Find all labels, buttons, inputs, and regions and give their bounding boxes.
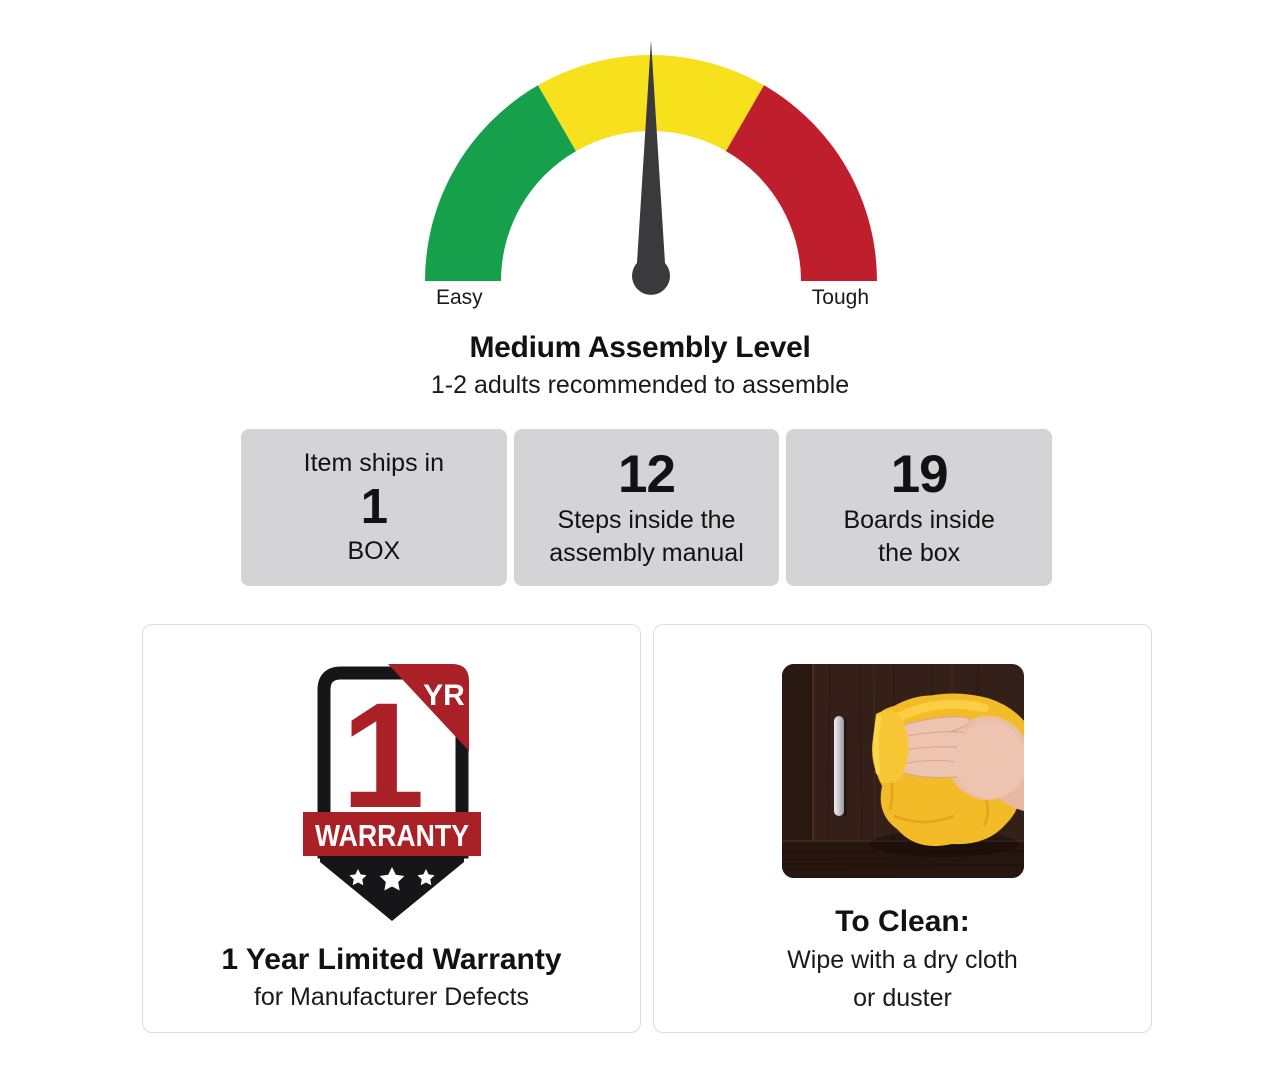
clean-line1: Wipe with a dry cloth [787, 946, 1018, 974]
cleaning-card: To Clean: Wipe with a dry cloth or duste… [653, 624, 1152, 1033]
badge-stars [348, 867, 435, 891]
warranty-badge-icon: YR 1 WARRANTY [302, 664, 481, 921]
steps-label-line1: Steps inside the [557, 505, 736, 534]
clean-title: To Clean: [835, 905, 970, 938]
gauge-graphic [425, 40, 877, 295]
cloth-front-fold [871, 710, 909, 784]
badge-number: 1 [341, 671, 424, 839]
steps-stat: 12 Steps inside the assembly manual [513, 429, 780, 586]
ships-top-label: Item ships in [303, 449, 444, 477]
warranty-subtitle: for Manufacturer Defects [253, 983, 530, 1011]
ships-number: 1 [360, 480, 388, 534]
warranty-title: 1 Year Limited Warranty [221, 943, 562, 976]
assembly-level-subtitle: 1-2 adults recommended to assemble [430, 371, 850, 399]
cleaning-photo [781, 664, 1024, 878]
badge-banner-label: WARRANTY [315, 818, 469, 853]
gauge-easy-label: Easy [436, 286, 483, 309]
door-bottom-rail [781, 840, 1024, 878]
boards-stat: 19 Boards inside the box [786, 429, 1053, 586]
door-handle [833, 716, 844, 816]
gauge-needle [632, 40, 670, 295]
steps-number: 12 [618, 444, 676, 504]
clean-line2: or duster [853, 984, 952, 1012]
steps-label-line2: assembly manual [549, 538, 744, 567]
ships-in-box-stat: Item ships in 1 BOX [241, 429, 507, 586]
assembly-stats-row: Item ships in 1 BOX 12 Steps inside the … [241, 429, 1053, 586]
hand [881, 716, 1024, 811]
gauge-arc-green [425, 85, 576, 281]
badge-banner [302, 812, 481, 856]
assembly-difficulty-gauge: Easy Tough [425, 38, 877, 310]
boards-label-line2: the box [878, 538, 961, 567]
gauge-arc-red [726, 85, 877, 281]
boards-number: 19 [890, 444, 949, 504]
gauge-tough-label: Tough [811, 286, 869, 309]
boards-label-line1: Boards inside [843, 505, 995, 534]
ships-bottom-label: BOX [347, 537, 401, 565]
feature-cards-row: YR 1 WARRANTY 1 Year Limited Warranty fo… [142, 624, 1152, 1033]
badge-yr-label: YR [423, 679, 465, 712]
warranty-card: YR 1 WARRANTY 1 Year Limited Warranty fo… [142, 624, 641, 1033]
assembly-level-title: Medium Assembly Level [469, 331, 811, 364]
badge-corner [387, 664, 469, 751]
